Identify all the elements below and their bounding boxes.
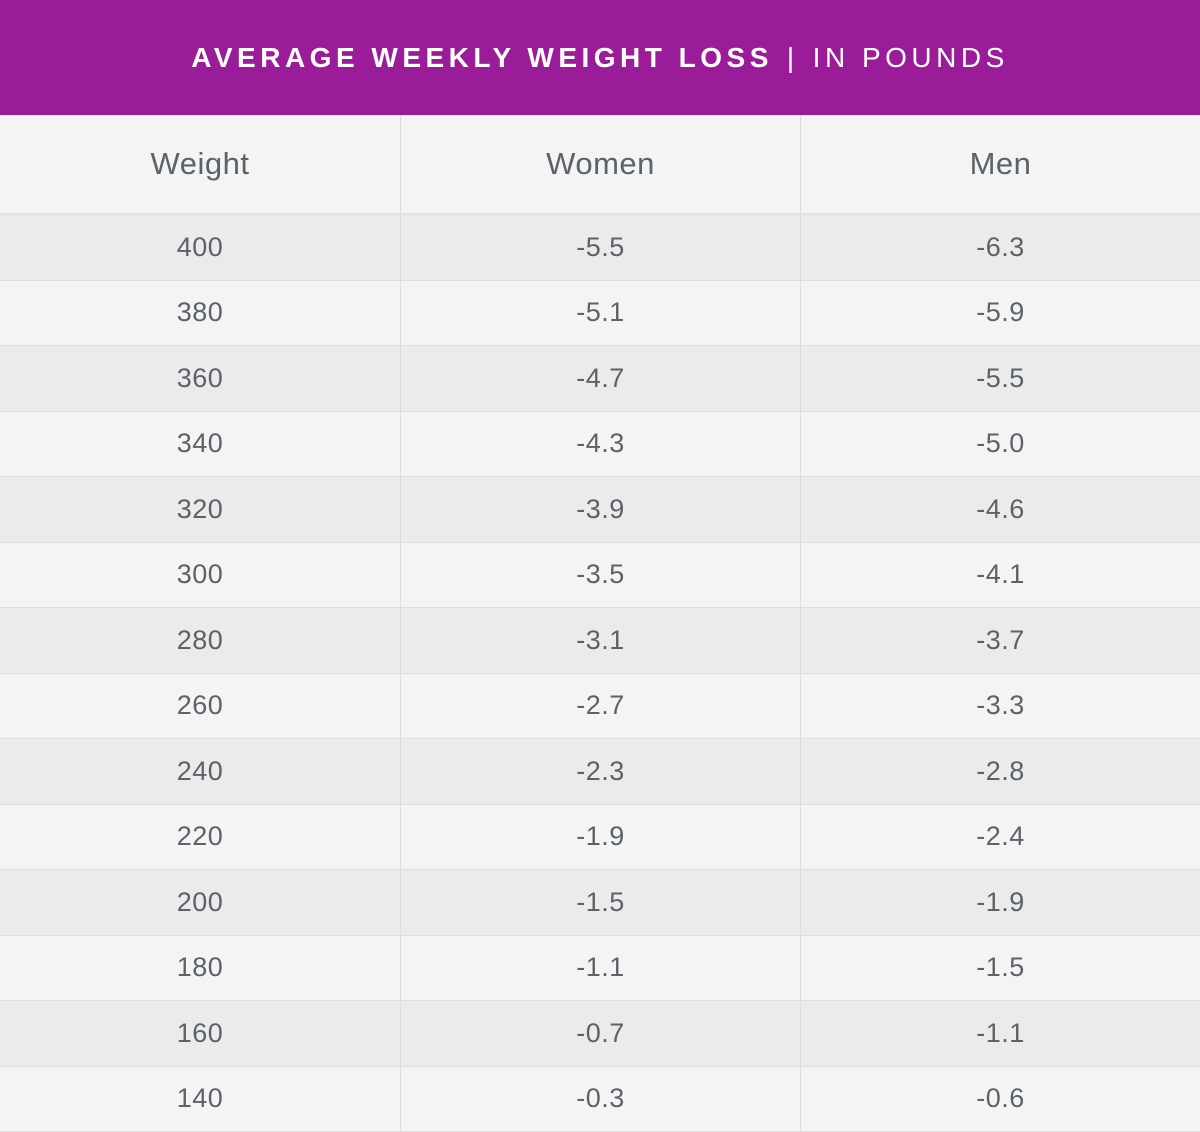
men-cell: -4.1 (800, 542, 1200, 607)
men-cell: -0.6 (800, 1066, 1200, 1131)
women-cell: -1.1 (400, 935, 800, 1000)
table-row: 340 -4.3 -5.0 (0, 411, 1200, 477)
men-cell: -5.5 (800, 346, 1200, 411)
weight-cell: 260 (176, 690, 224, 721)
table-row: 260 -2.7 -3.3 (0, 673, 1200, 739)
women-cell: -1.5 (400, 870, 800, 935)
table-row: 240 -2.3 -2.8 (0, 739, 1200, 805)
title-separator: | (786, 41, 799, 73)
men-cell: -1.5 (800, 935, 1200, 1000)
men-cell: -5.0 (800, 411, 1200, 476)
men-cell: -1.1 (800, 1001, 1200, 1066)
weight-cell: 340 (176, 428, 224, 459)
men-cell: -6.3 (800, 215, 1200, 280)
table-title: AVERAGE WEEKLY WEIGHT LOSS (191, 41, 773, 73)
women-cell: -2.7 (400, 673, 800, 738)
header-row: Weight Women Men (0, 115, 1200, 215)
table-row: 280 -3.1 -3.7 (0, 608, 1200, 674)
table-row: 400 -5.5 -6.3 (0, 215, 1200, 281)
women-cell: -0.7 (400, 1001, 800, 1066)
women-cell: -4.3 (400, 411, 800, 476)
table-row: 180 -1.1 -1.5 (0, 935, 1200, 1001)
men-cell: -3.3 (800, 673, 1200, 738)
table-row: 140 -0.3 -0.6 (0, 1066, 1200, 1132)
women-cell: -4.7 (400, 346, 800, 411)
table-row: 300 -3.5 -4.1 (0, 542, 1200, 608)
weight-cell: 240 (176, 755, 224, 786)
weight-cell: 140 (176, 1083, 224, 1114)
women-cell: -3.9 (400, 477, 800, 542)
column-header-women: Women (400, 115, 800, 213)
women-cell: -1.9 (400, 804, 800, 869)
table-row: 220 -1.9 -2.4 (0, 804, 1200, 870)
men-cell: -2.8 (800, 739, 1200, 804)
women-cell: -5.5 (400, 215, 800, 280)
men-cell: -2.4 (800, 804, 1200, 869)
weight-cell: 300 (176, 559, 224, 590)
title-banner: AVERAGE WEEKLY WEIGHT LOSS | IN POUNDS (0, 0, 1200, 115)
women-cell: -3.5 (400, 542, 800, 607)
table-row: 160 -0.7 -1.1 (0, 1001, 1200, 1067)
weight-cell: 400 (176, 231, 224, 262)
table-row: 200 -1.5 -1.9 (0, 870, 1200, 936)
table-row: 360 -4.7 -5.5 (0, 346, 1200, 412)
women-cell: -0.3 (400, 1066, 800, 1131)
weight-cell: 180 (176, 952, 224, 983)
weight-cell: 200 (176, 886, 224, 917)
women-cell: -3.1 (400, 608, 800, 673)
weight-cell: 280 (176, 624, 224, 655)
table-subtitle: IN POUNDS (812, 41, 1009, 73)
men-cell: -5.9 (800, 280, 1200, 345)
weight-cell: 360 (176, 362, 224, 393)
weight-cell: 220 (176, 821, 224, 852)
column-header-weight: Weight (150, 146, 250, 181)
men-cell: -4.6 (800, 477, 1200, 542)
men-cell: -1.9 (800, 870, 1200, 935)
weight-cell: 160 (176, 1017, 224, 1048)
column-header-men: Men (800, 115, 1200, 213)
weight-cell: 320 (176, 493, 224, 524)
women-cell: -5.1 (400, 280, 800, 345)
men-cell: -3.7 (800, 608, 1200, 673)
table-row: 320 -3.9 -4.6 (0, 477, 1200, 543)
table-row: 380 -5.1 -5.9 (0, 280, 1200, 346)
women-cell: -2.3 (400, 739, 800, 804)
data-table: Weight Women Men 400 -5.5 -6.3 380 -5.1 -5.9 3… (0, 115, 1200, 1132)
weight-cell: 380 (176, 297, 224, 328)
